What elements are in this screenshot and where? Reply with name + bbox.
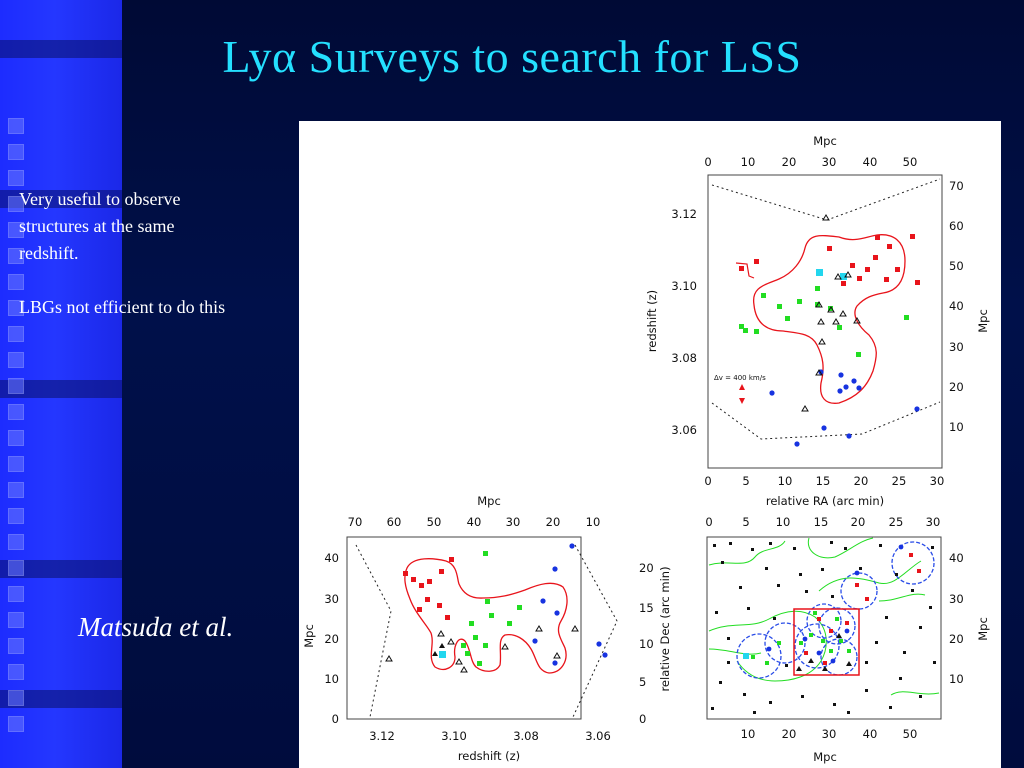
tick-label: 20 [324, 632, 339, 646]
tick-label: 15 [814, 515, 829, 529]
tick-label: 40 [324, 551, 339, 565]
tick-label: 30 [324, 592, 339, 606]
tick-label: 5 [639, 675, 646, 689]
tick-label: 30 [949, 340, 964, 354]
tick-label: 40 [863, 155, 878, 169]
velocity-annotation: Δv = 400 km/s [714, 374, 766, 382]
top-panel-left-axis-label: redshift (z) [645, 290, 659, 352]
panel-bottom-left: Mpc 70 60 50 40 30 20 10 40 30 20 10 0 M… [302, 494, 672, 763]
bl-top-axis-label: Mpc [477, 494, 501, 508]
tick-label: 3.08 [671, 351, 697, 365]
tick-label: 3.06 [585, 729, 611, 743]
top-panel-bottom-ticks: 0 5 10 15 20 25 30 [704, 474, 944, 488]
tick-label: 20 [782, 727, 797, 741]
tick-label: 50 [903, 727, 918, 741]
tick-label: 5 [742, 474, 749, 488]
top-panel-left-ticks: 3.12 3.10 3.08 3.06 [671, 207, 697, 437]
bl-left-axis-label: Mpc [302, 624, 316, 648]
bl-top-ticks: 70 60 50 40 30 20 10 [348, 515, 601, 529]
tick-label: 25 [892, 474, 907, 488]
tick-label: 3.12 [369, 729, 395, 743]
tick-label: 0 [639, 712, 646, 726]
tick-label: 15 [639, 601, 654, 615]
tick-label: 20 [639, 561, 654, 575]
tick-label: 10 [741, 727, 756, 741]
tick-label: 20 [851, 515, 866, 529]
figure-panel: Mpc 0 10 20 30 40 50 3.12 3.10 3.08 3.06… [299, 121, 1001, 768]
tick-label: 25 [889, 515, 904, 529]
tick-label: 20 [854, 474, 869, 488]
tick-label: 20 [949, 380, 964, 394]
top-panel-top-ticks: 0 10 20 30 40 50 [704, 155, 917, 169]
tick-label: 15 [816, 474, 831, 488]
tick-label: 30 [926, 515, 941, 529]
top-panel-bottom-axis-label: relative RA (arc min) [766, 494, 884, 508]
tick-label: 70 [348, 515, 363, 529]
body-text-line-1: Very useful to observe [19, 189, 181, 209]
tick-label: 40 [949, 551, 964, 565]
tick-label: 10 [324, 672, 339, 686]
tick-label: 50 [949, 259, 964, 273]
body-text-line-4: LBGs not efficient to do this [19, 297, 226, 317]
tick-label: 10 [741, 155, 756, 169]
tick-label: 10 [639, 637, 654, 651]
panel-bottom-right: 0 5 10 15 20 25 30 40 30 20 10 Mpc 10 20… [705, 515, 990, 764]
tick-label: 60 [387, 515, 402, 529]
tick-label: 10 [586, 515, 601, 529]
tick-label: 20 [546, 515, 561, 529]
tick-label: 3.12 [671, 207, 697, 221]
decorative-squares [8, 118, 28, 742]
panel-top: Mpc 0 10 20 30 40 50 3.12 3.10 3.08 3.06… [645, 134, 990, 508]
tick-label: 40 [467, 515, 482, 529]
tick-label: 10 [949, 420, 964, 434]
tick-label: 40 [949, 299, 964, 313]
tick-label: 0 [332, 712, 339, 726]
top-panel-top-axis-label: Mpc [813, 134, 837, 148]
citation: Matsuda et al. [78, 612, 234, 642]
tick-label: 10 [778, 474, 793, 488]
tick-label: 10 [949, 672, 964, 686]
br-bottom-ticks: 10 20 30 40 50 [741, 727, 918, 741]
tick-label: 30 [930, 474, 945, 488]
tick-label: 60 [949, 219, 964, 233]
figure-svg: Mpc 0 10 20 30 40 50 3.12 3.10 3.08 3.06… [302, 134, 990, 764]
tick-label: 20 [949, 632, 964, 646]
tick-label: 3.06 [671, 423, 697, 437]
slide-title: Lyα Surveys to search for LSS [222, 31, 802, 82]
tick-label: 30 [822, 727, 837, 741]
tick-label: 0 [704, 155, 711, 169]
br-top-ticks: 0 5 10 15 20 25 30 [705, 515, 940, 529]
tick-label: 0 [705, 515, 712, 529]
bl-right-ticks: 20 15 10 5 0 [639, 561, 654, 726]
bl-left-ticks: 40 30 20 10 0 [324, 551, 339, 726]
tick-label: 30 [949, 592, 964, 606]
tick-label: 10 [776, 515, 791, 529]
tick-label: 3.10 [441, 729, 467, 743]
tick-label: 3.08 [513, 729, 539, 743]
tick-label: 40 [863, 727, 878, 741]
tick-label: 30 [822, 155, 837, 169]
bl-bottom-ticks: 3.12 3.10 3.08 3.06 [369, 729, 611, 743]
tick-label: 0 [704, 474, 711, 488]
br-right-axis-label: Mpc [976, 617, 990, 641]
tick-label: 3.10 [671, 279, 697, 293]
body-text-line-2: structures at the same [19, 216, 175, 236]
tick-label: 50 [427, 515, 442, 529]
tick-label: 70 [949, 179, 964, 193]
top-panel-right-ticks: 70 60 50 40 30 20 10 [949, 179, 964, 434]
tick-label: 5 [742, 515, 749, 529]
br-right-ticks: 40 30 20 10 [949, 551, 964, 686]
tick-label: 20 [782, 155, 797, 169]
bl-right-axis-label: relative Dec (arc min) [658, 566, 672, 691]
field-galaxies [711, 541, 936, 714]
br-bottom-axis-label: Mpc [813, 750, 837, 764]
body-text-line-3: redshift. [19, 243, 79, 263]
tick-label: 30 [506, 515, 521, 529]
bl-bottom-axis-label: redshift (z) [458, 749, 520, 763]
left-accent-panel [0, 0, 122, 768]
tick-label: 50 [903, 155, 918, 169]
top-panel-right-axis-label: Mpc [976, 309, 990, 333]
